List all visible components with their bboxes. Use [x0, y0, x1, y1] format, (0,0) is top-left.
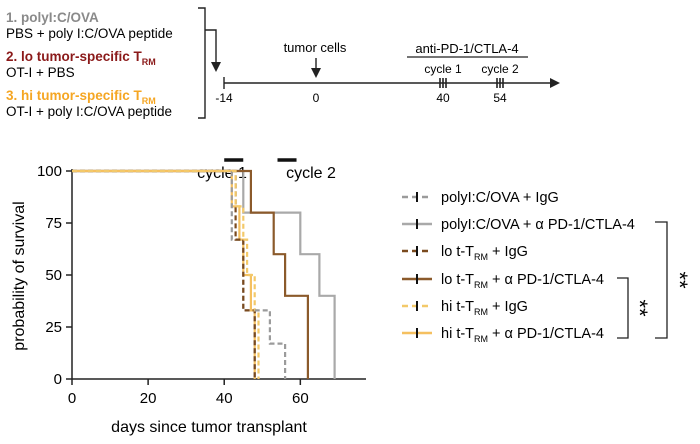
- legend-label: hi t-TRM + IgG: [441, 299, 528, 317]
- x-tick-label: 40: [216, 390, 233, 407]
- survival-curve-2: [72, 169, 336, 379]
- legend-label: polyI:C/OVA + IgG: [441, 190, 559, 206]
- timeline: tumor cells anti-PD-1/CTLA-4 cycle 1 cyc…: [215, 40, 560, 105]
- plot-cycle1-label: cycle 1: [197, 165, 247, 182]
- survival-curve-6: [72, 169, 256, 379]
- series-layer: [72, 169, 336, 379]
- y-tick-label: 0: [54, 371, 62, 388]
- survival-curve-4: [72, 169, 309, 379]
- group-3-title: 3. hi tumor-specific TRM: [6, 88, 156, 106]
- timeline-arrow-icon: [550, 78, 560, 88]
- survival-curve-5: [72, 169, 260, 379]
- outer-significance: **: [667, 271, 692, 289]
- timeline-tick-40: 40: [436, 91, 450, 105]
- treatment-label: anti-PD-1/CTLA-4: [415, 41, 518, 56]
- y-tick-label: 75: [45, 215, 62, 232]
- legend-entry-2: polyI:C/OVA + α PD-1/CTLA-4: [402, 217, 635, 233]
- inner-bracket: [617, 277, 629, 339]
- legend-label: hi t-TRM + α PD-1/CTLA-4: [441, 326, 604, 344]
- group-connector: [205, 29, 217, 66]
- survival-plot: cycle 1 cycle 2 0 20 40 60 0 25 50 75 100 days s…: [11, 158, 366, 436]
- tumor-arrow-icon: [311, 68, 321, 78]
- group-2-desc: OT-I + PBS: [6, 65, 75, 80]
- timeline-tick--14: -14: [215, 91, 233, 105]
- legend-entry-5: hi t-TRM + IgG: [402, 299, 528, 317]
- start-arrow-icon: [211, 62, 221, 72]
- y-axis-label: probability of survival: [11, 201, 28, 350]
- survival-curve-3: [72, 169, 256, 379]
- significance-brackets: ** **: [617, 221, 692, 339]
- legend-entry-4: lo t-TRM + α PD-1/CTLA-4: [402, 272, 604, 290]
- legend-label: lo t-TRM + IgG: [441, 244, 528, 262]
- axes: 0 20 40 60 0 25 50 75 100: [37, 163, 366, 407]
- group-2-title: 2. lo tumor-specific TRM: [6, 49, 156, 67]
- group-legend: 1. polyI:C/OVA PBS + poly I:C/OVA peptid…: [6, 7, 221, 119]
- y-tick-label: 100: [37, 163, 62, 180]
- legend-entry-3: lo t-TRM + IgG: [402, 244, 528, 262]
- legend-entry-6: hi t-TRM + α PD-1/CTLA-4: [402, 326, 604, 344]
- survival-curve-extension-1: [254, 309, 287, 379]
- plot-cycle2-label: cycle 2: [286, 165, 336, 182]
- legend-label: polyI:C/OVA + α PD-1/CTLA-4: [441, 217, 635, 233]
- timeline-cycle1-label: cycle 1: [424, 62, 462, 76]
- tumor-cells-label: tumor cells: [284, 40, 347, 55]
- x-axis-label: days since tumor transplant: [111, 419, 307, 436]
- timeline-tick-0: 0: [313, 91, 320, 105]
- dosing-marks: [439, 78, 504, 88]
- x-tick-label: 60: [292, 390, 309, 407]
- outer-bracket: [655, 221, 668, 339]
- legend-entry-1: polyI:C/OVA + IgG: [402, 190, 559, 206]
- series-legend: polyI:C/OVA + IgG polyI:C/OVA + α PD-1/CT…: [402, 190, 635, 344]
- y-tick-label: 50: [45, 267, 62, 284]
- group-1-desc: PBS + poly I:C/OVA peptide: [6, 26, 173, 41]
- timeline-tick-54: 54: [493, 91, 507, 105]
- inner-significance: **: [627, 299, 652, 317]
- timeline-cycle2-label: cycle 2: [481, 62, 519, 76]
- group-1-title: 1. polyI:C/OVA: [6, 10, 99, 25]
- group-3-desc: OT-I + poly I:C/OVA peptide: [6, 104, 172, 119]
- legend-label: lo t-TRM + α PD-1/CTLA-4: [441, 272, 604, 290]
- x-tick-label: 0: [68, 390, 76, 407]
- y-tick-label: 25: [45, 319, 62, 336]
- group-bracket: [198, 7, 206, 119]
- x-tick-label: 20: [140, 390, 157, 407]
- survival-curve-1: [72, 169, 256, 379]
